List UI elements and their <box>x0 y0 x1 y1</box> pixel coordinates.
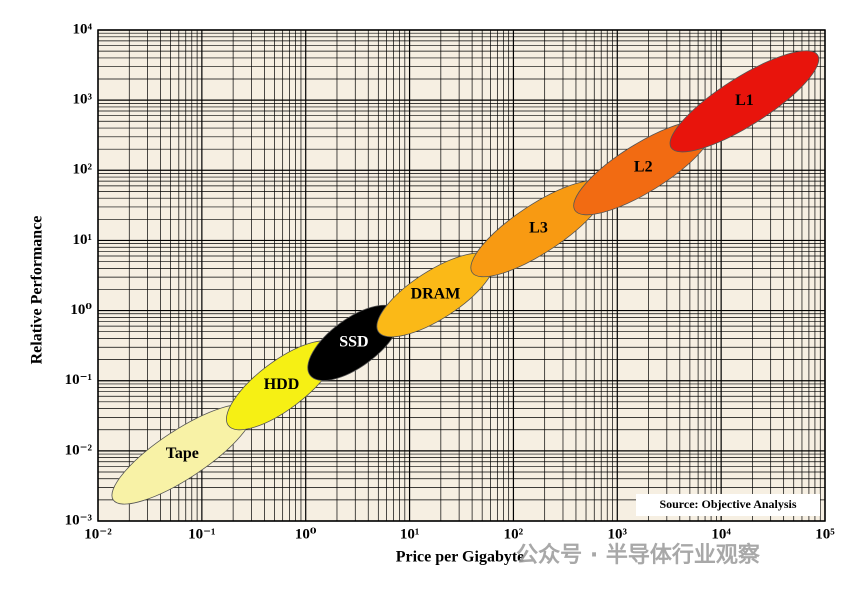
ellipse-label: L1 <box>735 92 754 109</box>
ellipse-label: Tape <box>166 445 199 462</box>
ellipse-label: HDD <box>264 376 300 393</box>
marks: Tape HDD SSD DRAM L3 L2 L1 <box>111 50 820 505</box>
source-box <box>636 494 820 516</box>
watermark: 公众号 · 半导体行业观察 <box>516 542 761 568</box>
x-tick-label: 10⁴ <box>711 526 731 542</box>
plot-frame <box>97 29 826 522</box>
x-tick-label: 10⁵ <box>815 526 835 542</box>
ellipse-label: L2 <box>634 158 653 175</box>
y-tick-label: 10⁻³ <box>65 512 93 528</box>
y-tick-label: 10⁻¹ <box>65 372 92 388</box>
x-tick-label: 10⁰ <box>295 526 317 542</box>
y-tick-label: 10⁴ <box>73 21 93 37</box>
source: Source: Objective Analysis <box>659 497 796 511</box>
y-axis-label: Relative Performance <box>29 216 46 365</box>
ellipse-label: SSD <box>339 334 368 351</box>
range-ellipse <box>669 50 820 153</box>
y-tick-label: 10¹ <box>73 232 93 248</box>
x-axis-label: Price per Gigabyte <box>396 549 525 566</box>
ellipse-label: L3 <box>529 219 548 236</box>
x-tick-label: 10⁻² <box>84 526 112 542</box>
y-tick-label: 10⁰ <box>70 302 92 318</box>
x-tick-label: 10¹ <box>400 526 420 542</box>
y-tick-label: 10³ <box>73 92 93 108</box>
x-tick-label: 10² <box>504 526 524 542</box>
x-tick-label: 10⁻¹ <box>188 526 215 542</box>
y-tick-label: 10⁻² <box>65 442 93 458</box>
x-tick-label: 10³ <box>608 526 628 542</box>
ellipse-label: DRAM <box>411 286 461 303</box>
y-tick-label: 10² <box>73 162 93 178</box>
